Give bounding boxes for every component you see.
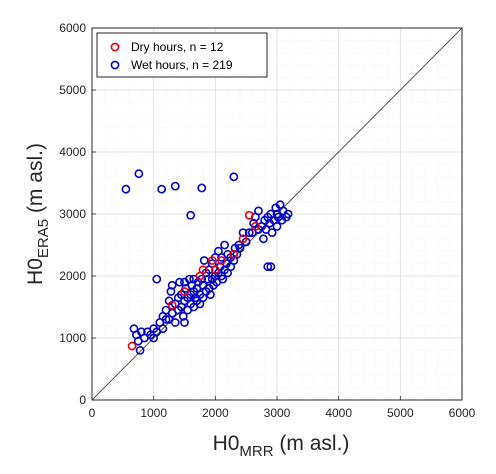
wet-point	[135, 345, 145, 355]
wet-point	[238, 228, 248, 237]
x-tick-label: 3000	[264, 406, 291, 420]
series-dry	[127, 210, 260, 351]
x-tick-label: 0	[89, 406, 96, 420]
wet-point	[254, 206, 263, 216]
legend-label-wet: Wet hours, n = 219	[131, 58, 233, 72]
y-tick-label: 2000	[59, 269, 86, 283]
wet-point	[218, 274, 228, 284]
x-axis-label-sub: MRR	[239, 443, 273, 460]
dry-point	[238, 234, 248, 244]
wet-point	[166, 287, 176, 296]
wet-point	[263, 262, 273, 272]
x-axis-label-unit: (m asl.)	[274, 432, 350, 455]
wet-point	[134, 169, 144, 179]
y-tick-label: 1000	[59, 331, 86, 345]
y-tick-label: 6000	[59, 21, 86, 35]
y-tick-label: 3000	[59, 207, 86, 221]
x-tick-label: 4000	[325, 406, 352, 420]
legend: Dry hours, n = 12 Wet hours, n = 219	[96, 32, 268, 78]
wet-point	[199, 256, 209, 265]
legend-marker-dry	[110, 42, 120, 52]
x-axis-label: H0MRR (m asl.)	[213, 432, 350, 460]
x-tick-label: 1000	[140, 406, 167, 420]
legend-label-dry: Dry hours, n = 12	[131, 40, 224, 54]
y-axis-label-sub: ERA5	[35, 219, 52, 258]
dry-point	[244, 210, 254, 220]
wet-point	[180, 318, 189, 327]
x-tick-label: 2000	[202, 406, 229, 420]
dry-point	[198, 265, 208, 275]
x-tick-labels: 0 1000 2000 3000 4000 5000 6000	[89, 406, 476, 420]
x-tick-label: 5000	[387, 406, 414, 420]
wet-point	[161, 314, 171, 324]
wet-point	[186, 210, 196, 220]
wet-point	[272, 221, 282, 231]
y-axis-label-unit: (m asl.)	[24, 143, 47, 219]
wet-point	[205, 290, 215, 299]
wet-point	[244, 228, 254, 237]
wet-point	[158, 324, 168, 334]
legend-marker-wet	[110, 60, 120, 70]
wet-point	[235, 243, 245, 253]
wet-point	[175, 277, 184, 287]
x-axis-label-main: H0	[213, 432, 240, 455]
wet-point	[259, 234, 268, 244]
wet-point	[157, 184, 167, 194]
plot-frame	[91, 27, 463, 401]
dry-point	[217, 256, 226, 265]
dry-point	[180, 287, 189, 296]
wet-point	[167, 280, 177, 290]
wet-point	[203, 274, 213, 284]
y-tick-label: 0	[79, 393, 86, 407]
y-tick-labels: 0 1000 2000 3000 4000 5000 6000	[59, 21, 86, 407]
y-axis-label: H0ERA5 (m asl.)	[24, 143, 52, 285]
dry-point	[229, 249, 239, 259]
wet-point	[197, 183, 207, 193]
x-tick-label: 6000	[449, 406, 476, 420]
dry-point	[207, 256, 217, 265]
series-wet	[121, 169, 293, 355]
wet-point	[170, 318, 180, 327]
wet-point	[152, 274, 162, 284]
wet-point	[267, 228, 277, 237]
wet-point	[121, 184, 131, 194]
wet-point	[229, 172, 239, 182]
wet-point	[178, 311, 188, 321]
data-points	[121, 169, 293, 355]
dry-point	[167, 300, 177, 310]
wet-point	[266, 262, 276, 272]
dry-point	[210, 265, 220, 275]
wet-point	[220, 240, 229, 250]
dry-point	[251, 221, 260, 231]
y-tick-label: 5000	[59, 83, 86, 97]
y-tick-label: 4000	[59, 145, 86, 159]
wet-point	[170, 181, 180, 191]
y-axis-label-main: H0	[24, 258, 47, 285]
legend-box	[96, 32, 268, 78]
wet-point	[283, 209, 293, 219]
dry-point	[127, 341, 137, 351]
